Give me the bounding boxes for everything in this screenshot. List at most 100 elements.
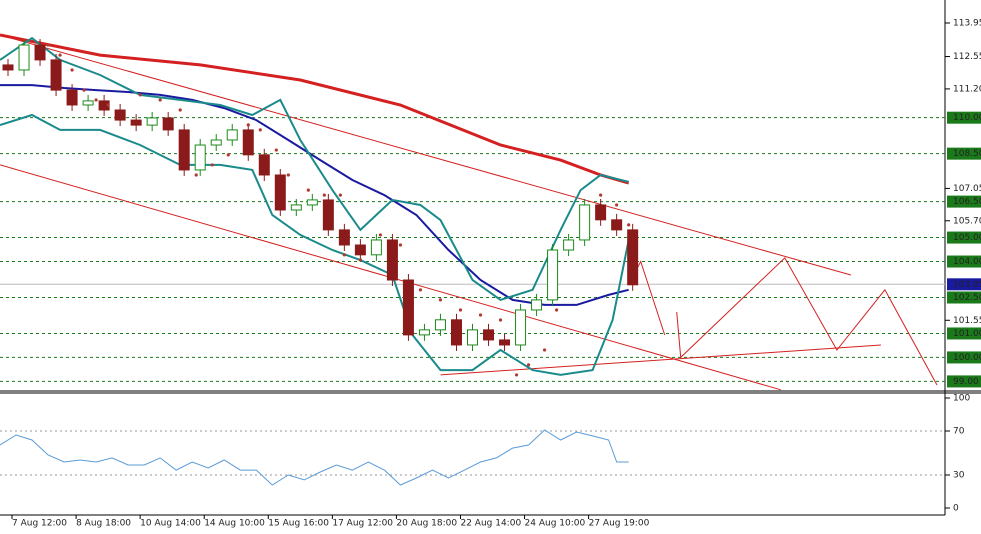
candle-body	[354, 244, 366, 256]
y-tick-label: 101.55	[953, 316, 981, 326]
sar-dot	[514, 373, 519, 377]
x-tick-label: 24 Aug 10:00	[525, 519, 586, 529]
candle-body	[418, 329, 430, 336]
indicator-line	[0, 33, 630, 185]
level-box	[947, 255, 981, 268]
candle-body	[547, 249, 559, 301]
level-box	[947, 327, 981, 340]
candle-body	[531, 299, 543, 311]
trendline	[440, 344, 881, 376]
level-label: 99.00	[953, 377, 979, 387]
level-box	[947, 375, 981, 388]
level-box	[947, 147, 981, 160]
level-label: 104.00	[953, 257, 981, 267]
sar-dot	[158, 98, 162, 102]
level-box	[947, 231, 981, 244]
candle-body	[579, 204, 591, 241]
sar-dot	[194, 173, 198, 177]
sar-dot	[138, 93, 142, 97]
level-box	[947, 195, 981, 208]
candle-body	[499, 339, 511, 346]
x-tick-label: 10 Aug 14:00	[140, 519, 201, 529]
x-tick-label: 14 Aug 10:00	[204, 519, 265, 529]
level-label: 108.50	[953, 149, 981, 159]
candle-body	[66, 89, 78, 106]
y-tick-label: 0	[953, 504, 959, 514]
trendline	[0, 34, 852, 276]
sar-dot	[418, 288, 423, 292]
candle-body	[611, 219, 623, 231]
candle-body	[194, 144, 206, 171]
candle-body	[595, 204, 607, 221]
candle-body	[82, 100, 94, 106]
candle-body	[386, 239, 398, 281]
last-price-box	[947, 278, 981, 291]
trendline	[676, 257, 938, 386]
level-label: 110.00	[953, 113, 981, 123]
indicator-line	[0, 429, 629, 486]
y-tick-label: 105.70	[953, 216, 981, 226]
candle-body	[34, 44, 46, 61]
candle-body	[226, 129, 238, 141]
level-label: 101.00	[953, 329, 981, 339]
sar-dot	[274, 148, 278, 152]
sar-dot	[478, 313, 483, 317]
sar-dot	[342, 253, 346, 257]
sar-dot	[322, 193, 326, 197]
candle-body	[18, 44, 30, 71]
candle-body	[306, 199, 318, 206]
candle-body	[130, 119, 142, 126]
indicator-line	[0, 36, 629, 302]
candle-body	[258, 154, 270, 176]
sar-dot	[258, 128, 262, 132]
sar-dot	[358, 258, 362, 262]
candle-body	[178, 129, 190, 171]
sar-dot	[246, 123, 250, 127]
sar-dot	[627, 223, 631, 227]
y-tick-label: 100	[953, 394, 970, 404]
y-tick-label: 111.20	[953, 84, 981, 94]
level-box	[947, 111, 981, 124]
x-tick-label: 20 Aug 18:00	[396, 519, 457, 529]
sar-dot	[306, 188, 310, 192]
sar-dot	[82, 88, 86, 92]
sar-dot	[498, 318, 503, 322]
candle-body	[2, 64, 14, 71]
x-tick-label: 15 Aug 16:00	[268, 519, 329, 529]
candle-body	[114, 109, 126, 121]
level-label: 106.50	[953, 197, 981, 207]
candle-body	[402, 279, 414, 336]
y-tick-label: 30	[953, 471, 965, 481]
last-price-label: 103.05	[953, 280, 981, 290]
sar-dot	[178, 108, 182, 112]
candle-body	[162, 117, 174, 131]
x-tick-label: 7 Aug 12:00	[12, 519, 67, 529]
candle-body	[210, 139, 222, 146]
sar-dot	[398, 243, 403, 247]
candle-body	[290, 204, 302, 211]
y-tick-label: 70	[953, 427, 965, 437]
candle-body	[242, 129, 254, 156]
sar-dot	[458, 308, 463, 312]
sar-dot	[46, 43, 50, 47]
sar-dot	[599, 193, 603, 197]
indicator-line	[0, 113, 630, 376]
sar-dot	[226, 153, 230, 157]
candle-body	[483, 329, 495, 341]
sar-dot	[106, 103, 110, 107]
candle-body	[50, 59, 62, 91]
x-tick-label: 22 Aug 14:00	[460, 519, 521, 529]
sar-dot	[338, 193, 342, 197]
level-label: 100.00	[953, 353, 981, 363]
candle-body	[434, 319, 446, 331]
level-label: 102.50	[953, 293, 981, 303]
sar-dot	[378, 233, 383, 237]
candle-body	[515, 309, 527, 346]
sar-dot	[70, 68, 74, 72]
x-tick-label: 8 Aug 18:00	[76, 519, 131, 529]
x-tick-label: 27 Aug 19:00	[589, 519, 650, 529]
candle-body	[274, 174, 286, 211]
candle-body	[563, 239, 575, 251]
